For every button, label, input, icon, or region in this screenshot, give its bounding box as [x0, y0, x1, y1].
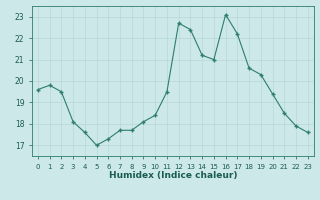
X-axis label: Humidex (Indice chaleur): Humidex (Indice chaleur) [108, 171, 237, 180]
